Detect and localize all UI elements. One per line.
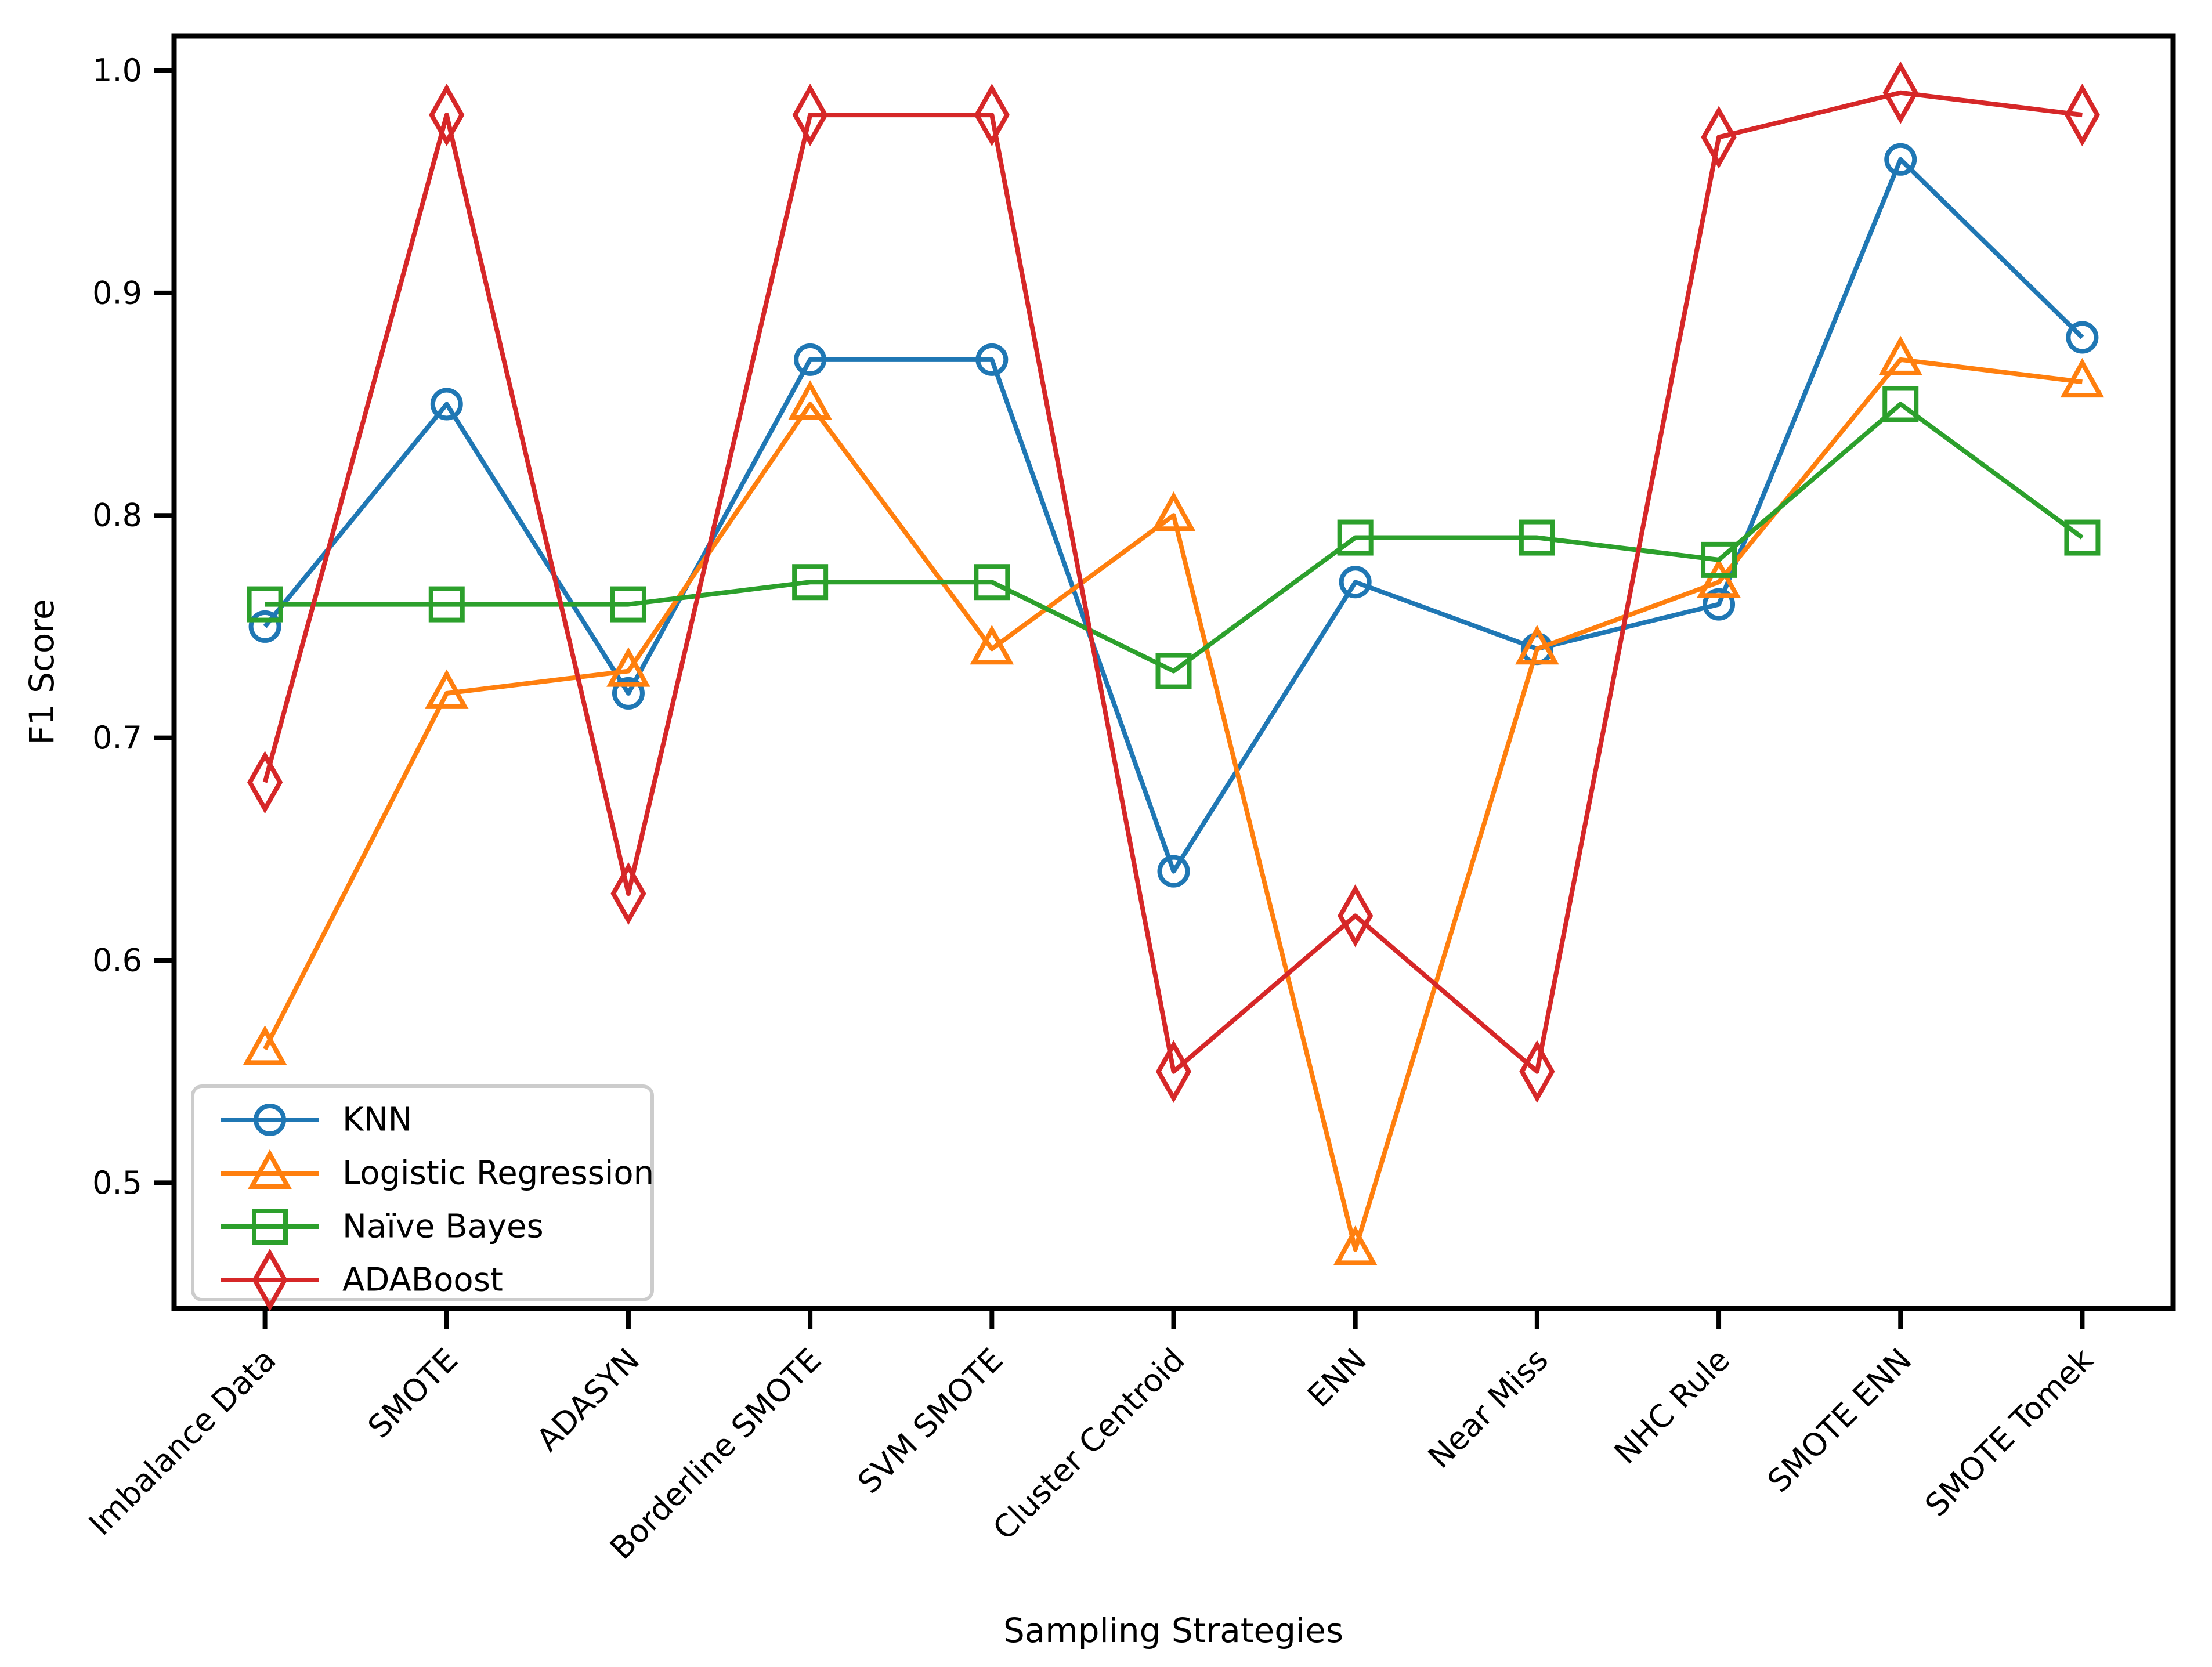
- data-point-marker-square: [610, 586, 646, 623]
- data-point-marker-square: [792, 564, 829, 601]
- data-point-marker-circle: [1703, 588, 1736, 621]
- data-point-marker-square: [974, 564, 1010, 601]
- data-point-marker-square: [1701, 541, 1737, 578]
- legend-box: [191, 1084, 654, 1301]
- data-point-marker-circle: [430, 388, 463, 421]
- data-point-marker-triangle: [1515, 624, 1559, 665]
- data-point-marker-square: [2064, 519, 2101, 556]
- legend-entry: Logistic Regression: [221, 1149, 654, 1192]
- x-tick-label: SMOTE: [361, 1341, 465, 1445]
- data-point-marker-triangle: [2060, 357, 2105, 398]
- legend-entry: ADABoost: [221, 1248, 503, 1312]
- data-point-marker-diamond: [610, 862, 646, 925]
- data-point-marker-diamond: [1882, 61, 1918, 124]
- y-tick-label: 0.5: [92, 1165, 142, 1201]
- data-point-marker-circle: [254, 1104, 286, 1136]
- data-point-marker-triangle: [606, 647, 650, 687]
- data-point-marker-square: [247, 586, 283, 623]
- data-point-marker-diamond: [974, 83, 1010, 147]
- y-tick-label: 1.0: [92, 52, 142, 89]
- data-point-marker-circle: [794, 343, 827, 376]
- legend-label: Naïve Bayes: [342, 1208, 544, 1246]
- data-point-marker-diamond: [1338, 884, 1374, 948]
- data-point-marker-square: [1519, 519, 1555, 556]
- series-adaboost: [247, 61, 2101, 1103]
- data-point-marker-circle: [248, 610, 281, 643]
- data-point-marker-diamond: [1519, 1040, 1555, 1103]
- data-point-marker-diamond: [792, 83, 828, 147]
- data-point-marker-circle: [612, 677, 645, 710]
- series-line: [263, 157, 2084, 874]
- series-line: [265, 402, 2084, 674]
- x-tick-label: SMOTE Tomek: [1918, 1341, 2101, 1524]
- y-tick-label: 0.7: [92, 719, 142, 756]
- data-point-marker-diamond: [1701, 106, 1737, 169]
- y-axis-ticks: 0.5 0.6 0.7 0.8 0.9 1.0: [92, 52, 174, 1201]
- data-point-marker-circle: [2066, 321, 2099, 354]
- data-point-marker-square: [1882, 386, 1919, 422]
- legend-label: ADABoost: [342, 1261, 503, 1299]
- y-tick-label: 0.9: [92, 274, 142, 311]
- legend-entry: Naïve Bayes: [221, 1208, 544, 1246]
- x-tick-label: SVM SMOTE: [851, 1341, 1010, 1501]
- data-point-marker-triangle: [248, 1149, 292, 1189]
- x-tick-label: ENN: [1300, 1341, 1374, 1415]
- data-point-marker-diamond: [247, 751, 283, 814]
- series-line: [262, 90, 2083, 1074]
- x-tick-label: NHC Rule: [1607, 1341, 1737, 1471]
- data-point-marker-triangle: [1697, 558, 1741, 598]
- legend-label: Logistic Regression: [342, 1155, 654, 1192]
- data-point-marker-diamond: [1155, 1040, 1192, 1103]
- data-point-marker-circle: [1157, 855, 1190, 888]
- data-point-marker-diamond: [429, 83, 465, 147]
- y-axis-title: F1 Score: [22, 599, 62, 744]
- data-point-marker-triangle: [1878, 335, 1923, 375]
- x-tick-label: Imbalance Data: [82, 1341, 283, 1543]
- data-point-marker-diamond: [252, 1248, 288, 1312]
- data-point-marker-triangle: [970, 624, 1014, 665]
- x-tick-label: Cluster Centroid: [986, 1341, 1192, 1547]
- data-point-marker-square: [252, 1209, 288, 1245]
- y-tick-label: 0.8: [92, 497, 142, 534]
- x-tick-label: SMOTE ENN: [1761, 1341, 1919, 1500]
- y-tick-label: 0.6: [92, 942, 142, 978]
- legend-entry: KNN: [221, 1101, 413, 1139]
- data-point-marker-circle: [1884, 143, 1917, 176]
- legend-label: KNN: [342, 1101, 413, 1139]
- data-point-marker-diamond: [2064, 83, 2101, 147]
- data-point-marker-square: [1337, 519, 1374, 556]
- data-point-marker-square: [428, 586, 465, 623]
- x-tick-label: ADASYN: [530, 1341, 647, 1459]
- data-point-marker-triangle: [243, 1025, 287, 1065]
- series-knn: [248, 143, 2099, 888]
- series-layer: [243, 61, 2105, 1265]
- data-point-marker-triangle: [1333, 1225, 1378, 1265]
- data-point-marker-circle: [975, 343, 1009, 376]
- data-point-marker-circle: [1339, 566, 1372, 599]
- series-na-ve-bayes: [247, 386, 2101, 689]
- data-point-marker-triangle: [788, 380, 832, 420]
- data-point-marker-triangle: [1151, 491, 1196, 531]
- data-point-marker-square: [1155, 653, 1192, 689]
- data-point-marker-triangle: [424, 669, 469, 709]
- legend: KNN Logistic Regression Naïve Bayes ADABoos…: [191, 1084, 654, 1312]
- x-axis-title: Sampling Strategies: [1003, 1611, 1343, 1650]
- x-tick-label: Near Miss: [1421, 1341, 1555, 1476]
